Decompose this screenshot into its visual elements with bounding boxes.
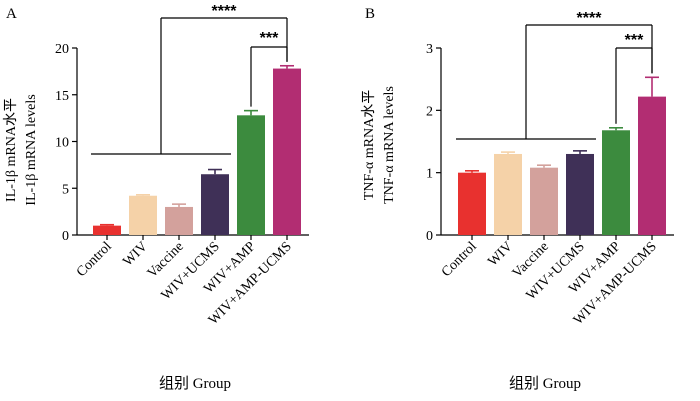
- x-axis-label: 组别 Group: [159, 375, 231, 392]
- significance-label: ***: [260, 30, 279, 47]
- y-axis-label: IL-1β mRNA levels: [24, 94, 39, 205]
- bar-wiv-amp: [602, 130, 630, 235]
- y-tick-label: 15: [55, 89, 69, 104]
- category-label: WIV: [485, 239, 515, 269]
- panel-label: B: [365, 6, 375, 22]
- bar-wiv-amp-ucms: [638, 96, 666, 236]
- significance-label: ****: [212, 3, 238, 20]
- category-label: Control: [439, 239, 480, 280]
- y-tick-label: 5: [62, 182, 69, 197]
- y-tick-label: 1: [426, 167, 433, 182]
- y-axis-label: TNF-α mRNA levels: [382, 86, 397, 204]
- bar-control: [458, 172, 486, 235]
- bar-control: [93, 225, 121, 235]
- y-tick-label: 0: [426, 229, 433, 244]
- bar-vaccine: [165, 206, 193, 235]
- y-axis-label: TNF-α mRNA水平: [361, 90, 377, 200]
- bar-wiv: [129, 195, 157, 235]
- y-axis-label: IL-1β mRNA水平: [3, 98, 19, 202]
- bar-wiv-ucms: [201, 174, 229, 235]
- y-tick-label: 2: [426, 104, 433, 119]
- significance-label: ****: [577, 10, 603, 27]
- bar-vaccine: [530, 167, 558, 235]
- bar-wiv-amp: [237, 115, 265, 235]
- bar-wiv: [494, 153, 522, 235]
- significance-label: ***: [625, 32, 644, 49]
- bar-wiv-ucms: [566, 153, 594, 235]
- category-label: Control: [74, 239, 115, 280]
- bar-wiv-amp-ucms: [273, 68, 301, 235]
- y-tick-label: 0: [62, 229, 69, 244]
- y-tick-label: 20: [55, 42, 69, 57]
- panel-label: A: [6, 6, 17, 22]
- category-label: WIV: [120, 239, 150, 269]
- y-tick-label: 3: [426, 42, 433, 57]
- y-tick-label: 10: [55, 136, 69, 151]
- x-axis-label: 组别 Group: [509, 375, 581, 392]
